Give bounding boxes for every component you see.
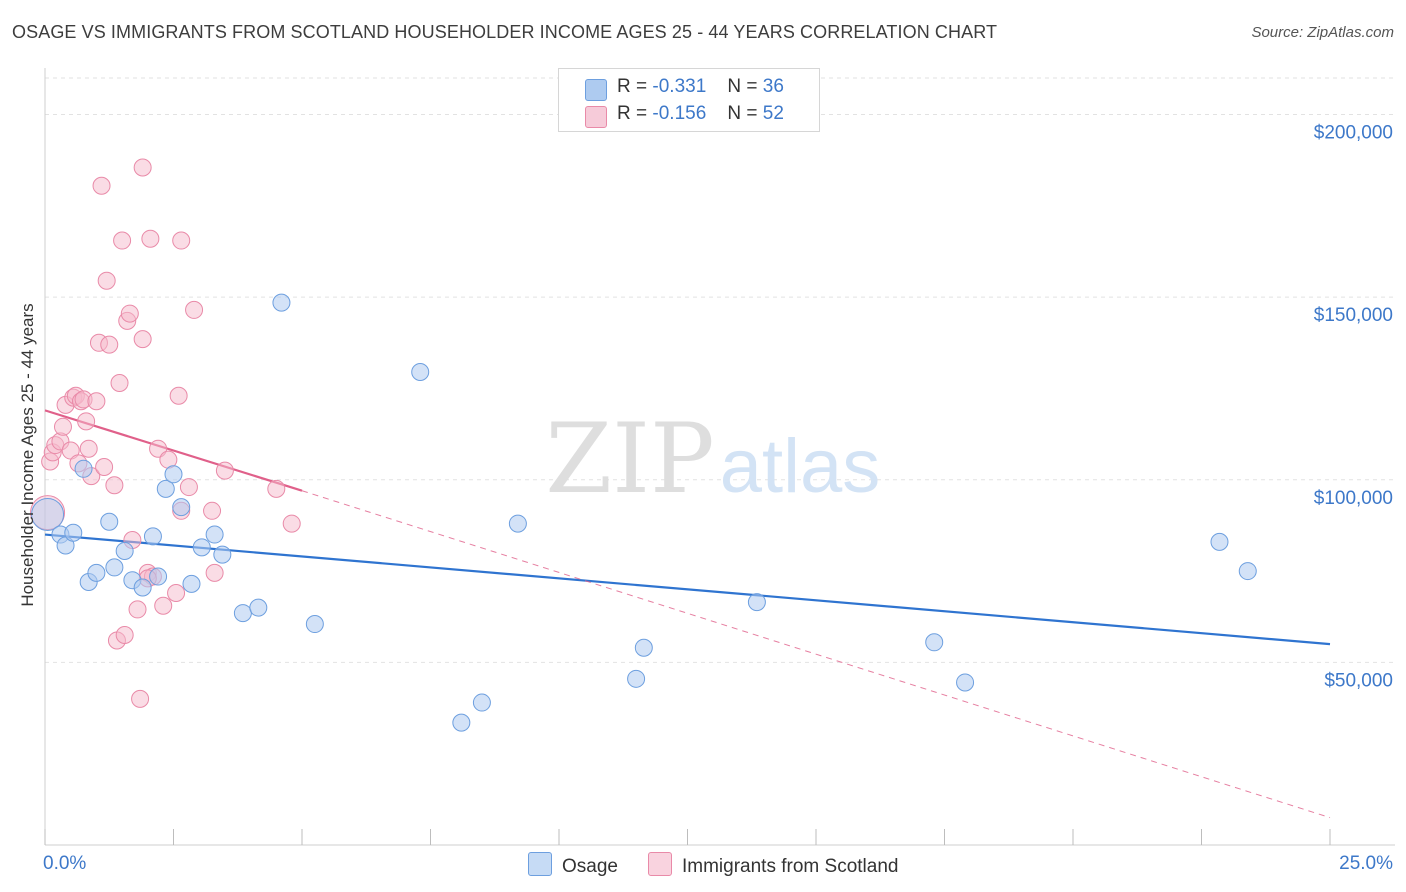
osage-point <box>133 578 152 597</box>
osage-point <box>87 563 106 582</box>
y-tick-label: $150,000 <box>1314 305 1393 326</box>
scotland-point <box>141 229 160 248</box>
bottom-legend-osage: Osage <box>528 852 618 878</box>
scotland-point <box>215 461 234 480</box>
scotland-r-value: -0.156 <box>652 103 707 124</box>
watermark-zip: ZIP <box>545 403 714 515</box>
osage-point <box>747 593 766 612</box>
scotland-point <box>131 689 150 708</box>
scotland-point <box>267 479 286 498</box>
osage-point <box>925 633 944 652</box>
osage-trend-line <box>44 533 1331 646</box>
scotland-point <box>110 373 129 392</box>
osage-point <box>205 525 224 544</box>
scotland-point <box>105 476 124 495</box>
scotland-point <box>92 176 111 195</box>
osage-point <box>105 558 124 577</box>
osage-point <box>74 459 93 478</box>
n-label: N = <box>727 76 758 97</box>
osage-point <box>1210 532 1229 551</box>
osage-point <box>100 512 119 531</box>
osage-point <box>1238 562 1257 581</box>
data-points <box>30 158 1257 732</box>
osage-point <box>249 598 268 617</box>
correlation-legend: R = -0.331 N = 36 R = -0.156 N = 52 <box>558 68 820 132</box>
osage-point <box>233 604 252 623</box>
scotland-trend-line-dashed <box>301 490 1331 819</box>
osage-point <box>164 465 183 484</box>
scotland-point <box>154 596 173 615</box>
osage-point <box>182 574 201 593</box>
scotland-point <box>79 439 98 458</box>
osage-point <box>192 538 211 557</box>
osage-point <box>472 693 491 712</box>
scotland-swatch <box>585 106 607 128</box>
n-label: N = <box>727 103 758 124</box>
scotland-point <box>53 417 72 436</box>
osage-point <box>411 363 430 382</box>
scotland-point <box>203 501 222 520</box>
scotland-point <box>120 304 139 323</box>
scotland-point <box>185 300 204 319</box>
scotland-point <box>87 392 106 411</box>
osage-point <box>508 514 527 533</box>
scotland-point <box>149 439 168 458</box>
osage-point <box>213 545 232 564</box>
osage-point <box>452 713 471 732</box>
scotland-point <box>100 335 119 354</box>
scotland-point <box>179 478 198 497</box>
scotland-point <box>282 514 301 533</box>
scotland-point <box>169 386 188 405</box>
source-label: Source: ZipAtlas.com <box>1251 24 1394 41</box>
scotland-point <box>205 563 224 582</box>
y-tick-label: $200,000 <box>1314 123 1393 144</box>
osage-point <box>143 527 162 546</box>
r-label: R = <box>617 103 648 124</box>
osage-point <box>31 497 65 531</box>
osage-swatch <box>585 79 607 101</box>
scotland-point <box>113 231 132 250</box>
scotland-point <box>133 330 152 349</box>
osage-point <box>272 293 291 312</box>
osage-point <box>305 615 324 634</box>
scotland-point <box>95 457 114 476</box>
scotland-point <box>133 158 152 177</box>
osage-n-value: 36 <box>762 76 784 97</box>
chart-title: OSAGE VS IMMIGRANTS FROM SCOTLAND HOUSEH… <box>12 22 998 42</box>
scotland-point <box>77 412 96 431</box>
osage-point <box>634 638 653 657</box>
scotland-point <box>128 600 147 619</box>
osage-point <box>115 541 134 560</box>
grid-lines <box>45 77 1395 663</box>
y-tick-label: $50,000 <box>1324 670 1393 691</box>
osage-r-value: -0.331 <box>652 76 707 97</box>
osage-point <box>172 498 191 517</box>
r-label: R = <box>617 76 648 97</box>
osage-legend-swatch <box>528 852 552 876</box>
y-axis-label: Householder Income Ages 25 - 44 years <box>18 303 37 607</box>
x-tick-label-max: 25.0% <box>1339 853 1393 874</box>
tick-labels: $50,000 $100,000 $150,000 $200,000 0.0% 25.0% <box>43 123 1393 874</box>
osage-point <box>956 673 975 692</box>
bottom-legend-scotland: Immigrants from Scotland <box>648 852 898 878</box>
osage-point <box>156 479 175 498</box>
y-tick-label: $100,000 <box>1314 488 1393 509</box>
scotland-point <box>97 271 116 290</box>
scotland-point <box>172 231 191 250</box>
osage-point <box>149 567 168 586</box>
scotland-n-value: 52 <box>762 103 784 124</box>
scotland-point <box>30 495 66 531</box>
scotland-point <box>167 583 186 602</box>
watermark: ZIP atlas <box>545 403 880 515</box>
x-tick-label-min: 0.0% <box>43 853 86 874</box>
osage-point <box>64 523 83 542</box>
scotland-point <box>115 625 134 644</box>
osage-point <box>627 669 646 688</box>
scotland-legend-label: Immigrants from Scotland <box>682 856 899 877</box>
watermark-atlas: atlas <box>720 424 881 509</box>
scotland-legend-swatch <box>648 852 672 876</box>
osage-legend-label: Osage <box>562 856 618 877</box>
